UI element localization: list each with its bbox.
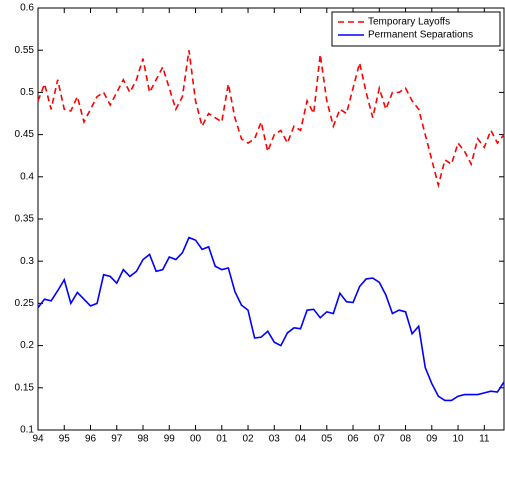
x-tick-label: 09 [426, 434, 438, 445]
x-tick-label: 07 [374, 434, 386, 445]
series-line [37, 236, 505, 402]
y-tick-label: 0.35 [15, 214, 35, 225]
x-tick-label: 04 [295, 434, 307, 445]
legend-box [331, 11, 501, 47]
x-tick-label: 10 [452, 434, 464, 445]
plot-frame [37, 7, 505, 431]
x-tick-label: 95 [59, 434, 71, 445]
legend-label: Permanent Separations [368, 30, 473, 41]
x-tick-label: 02 [242, 434, 254, 445]
x-tick-label: 01 [216, 434, 228, 445]
legend-label: Temporary Layoffs [368, 17, 450, 28]
y-tick-label: 0.4 [20, 171, 34, 182]
series-line [37, 50, 505, 189]
x-tick-label: 08 [400, 434, 412, 445]
x-tick-label: 03 [269, 434, 281, 445]
x-tick-label: 06 [347, 434, 359, 445]
x-tick-label: 96 [85, 434, 97, 445]
x-tick-label: 97 [111, 434, 123, 445]
y-tick-label: 0.6 [20, 3, 34, 14]
x-tick-label: 99 [164, 434, 176, 445]
y-tick-label: 0.1 [20, 425, 34, 436]
y-tick-label: 0.2 [20, 340, 34, 351]
x-tick-label: 11 [479, 434, 490, 445]
y-tick-label: 0.25 [15, 298, 35, 309]
x-tick-label: 00 [190, 434, 202, 445]
y-tick-label: 0.45 [15, 129, 35, 140]
y-tick-label: 0.3 [20, 256, 34, 267]
x-tick-label: 98 [137, 434, 149, 445]
y-tick-label: 0.5 [20, 87, 34, 98]
y-tick-label: 0.15 [15, 382, 35, 393]
x-tick-label: 94 [32, 434, 44, 445]
x-tick-label: 05 [321, 434, 333, 445]
y-tick-label: 0.55 [15, 45, 35, 56]
